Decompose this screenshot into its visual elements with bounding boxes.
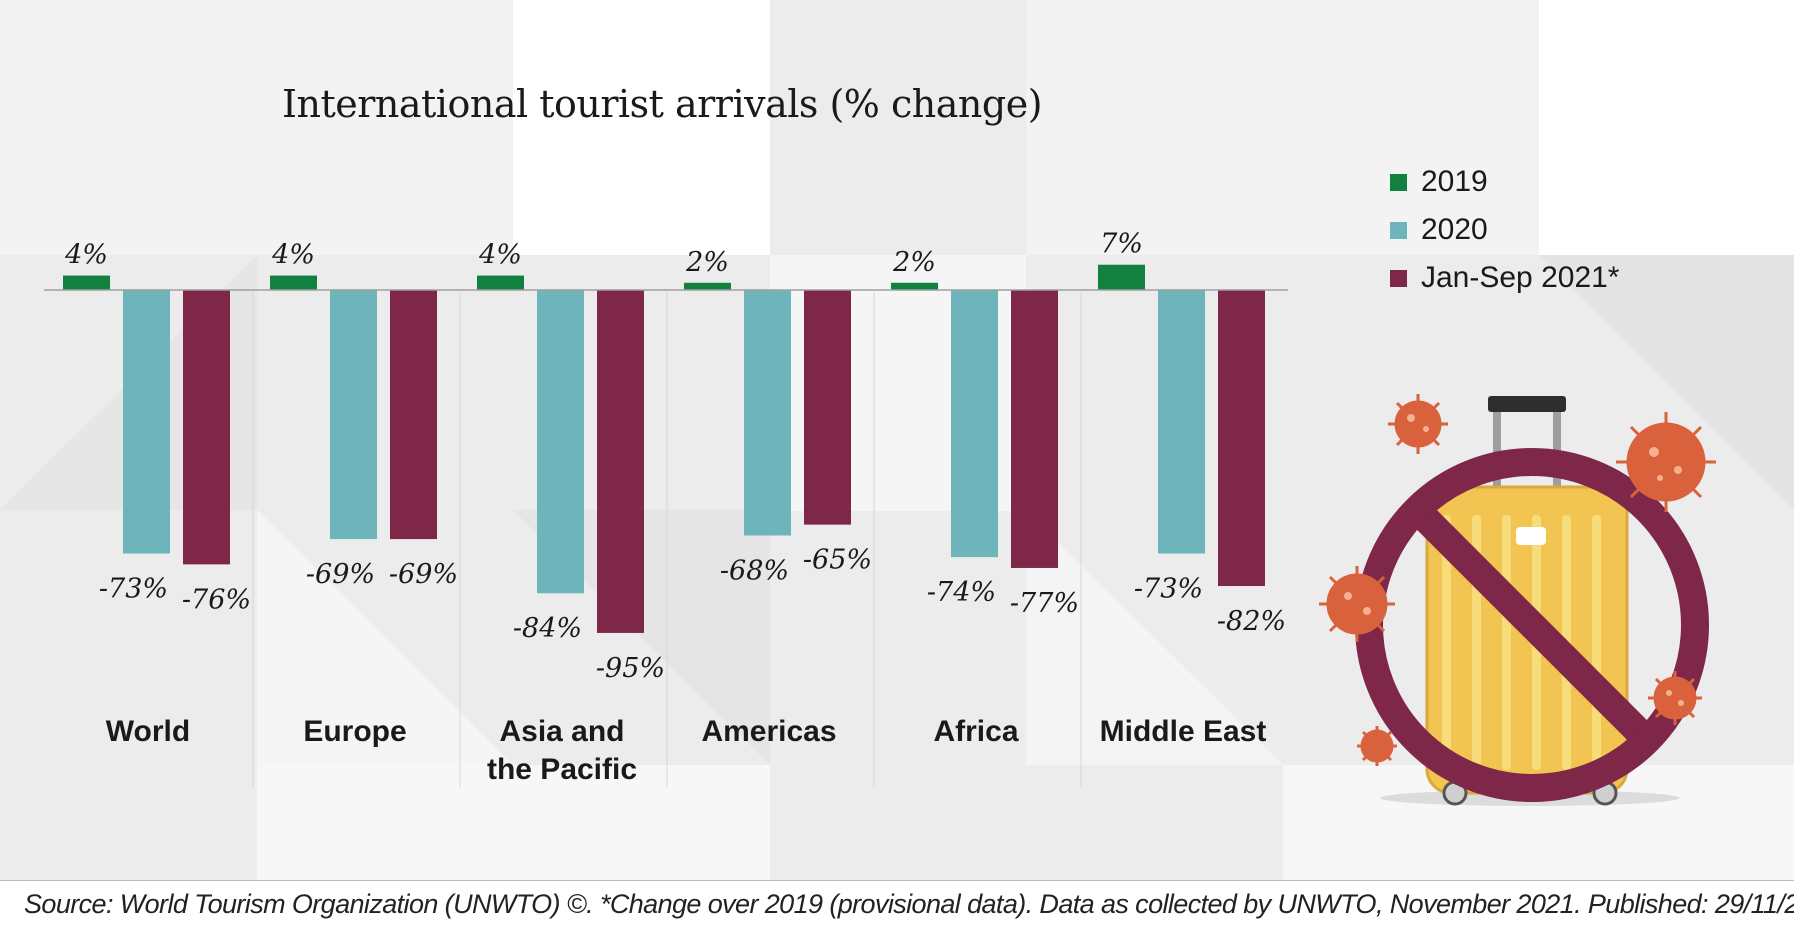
legend-item-2020: 2020 xyxy=(1390,206,1620,254)
value-label: -76% xyxy=(182,584,251,615)
category-labels: World Europe Asia and the Pacific Americas Af… xyxy=(106,715,1267,786)
legend-swatch-2019 xyxy=(1390,173,1407,191)
value-label: 2% xyxy=(892,247,936,278)
value-label: 7% xyxy=(1100,229,1143,260)
value-label: -84% xyxy=(513,613,582,644)
value-label: 2% xyxy=(685,247,729,278)
legend-label-2019: 2019 xyxy=(1421,165,1488,198)
bar-jan-sep-2021--africa xyxy=(1011,290,1058,568)
legend-item-2021: Jan-Sep 2021* xyxy=(1390,254,1620,302)
bar-jan-sep-2021--asia-and-the-pacific xyxy=(597,290,644,633)
category-label: Asia and the Pacific xyxy=(487,715,637,786)
bar-2019-world xyxy=(63,275,110,290)
footer-divider xyxy=(0,880,1794,881)
legend-item-2019: 2019 xyxy=(1390,158,1620,206)
bar-2020-middle-east xyxy=(1158,290,1205,554)
value-label: -95% xyxy=(596,653,665,684)
value-label: -73% xyxy=(99,574,168,605)
value-label: -73% xyxy=(1134,574,1203,605)
bar-2019-asia-and-the-pacific xyxy=(477,275,524,290)
value-label: -68% xyxy=(720,555,789,586)
bar-jan-sep-2021--middle-east xyxy=(1218,290,1265,587)
source-note: Source: World Tourism Organization (UNWT… xyxy=(24,889,1794,919)
value-labels: 4% -73% -76% 4% -69% -69% 4% -84% -95% 2% -68% -65%… xyxy=(64,229,1286,684)
virus-icon xyxy=(1319,394,1716,766)
category-separators xyxy=(252,292,1082,787)
travel-ban-illustration xyxy=(1319,394,1716,806)
bar-2019-africa xyxy=(891,282,938,290)
bars-group xyxy=(63,264,1265,633)
chart-title: International tourist arrivals (% change… xyxy=(282,82,1043,126)
category-label: Americas xyxy=(701,715,836,748)
category-label: World xyxy=(106,715,190,748)
value-label: -65% xyxy=(803,545,872,576)
value-label: 4% xyxy=(478,240,522,271)
bar-jan-sep-2021--europe xyxy=(390,290,437,540)
legend-label-2020: 2020 xyxy=(1421,213,1488,246)
category-label: Middle East xyxy=(1100,715,1267,748)
value-label: -69% xyxy=(306,559,375,590)
legend: 2019 2020 Jan-Sep 2021* xyxy=(1390,158,1620,302)
value-label: 4% xyxy=(271,240,315,271)
value-label: -77% xyxy=(1010,588,1079,619)
value-label: -69% xyxy=(389,559,458,590)
bar-2019-americas xyxy=(684,282,731,290)
bar-jan-sep-2021--americas xyxy=(804,290,851,525)
bar-2020-africa xyxy=(951,290,998,558)
legend-label-2021: Jan-Sep 2021* xyxy=(1421,261,1620,294)
value-label: -74% xyxy=(927,577,996,608)
value-label: 4% xyxy=(64,240,108,271)
bar-2019-europe xyxy=(270,275,317,290)
value-label: -82% xyxy=(1217,606,1286,637)
bar-chart: 4% -73% -76% 4% -69% -69% 4% -84% -95% 2% -68% -65%… xyxy=(44,229,1288,787)
bar-jan-sep-2021--world xyxy=(183,290,230,565)
bar-2020-asia-and-the-pacific xyxy=(537,290,584,594)
legend-swatch-2021 xyxy=(1390,269,1407,287)
bar-2019-middle-east xyxy=(1098,264,1145,290)
category-label: Europe xyxy=(303,715,406,748)
category-label: Africa xyxy=(933,715,1018,748)
bar-2020-world xyxy=(123,290,170,554)
legend-swatch-2020 xyxy=(1390,221,1407,239)
bar-2020-americas xyxy=(744,290,791,536)
bar-2020-europe xyxy=(330,290,377,540)
